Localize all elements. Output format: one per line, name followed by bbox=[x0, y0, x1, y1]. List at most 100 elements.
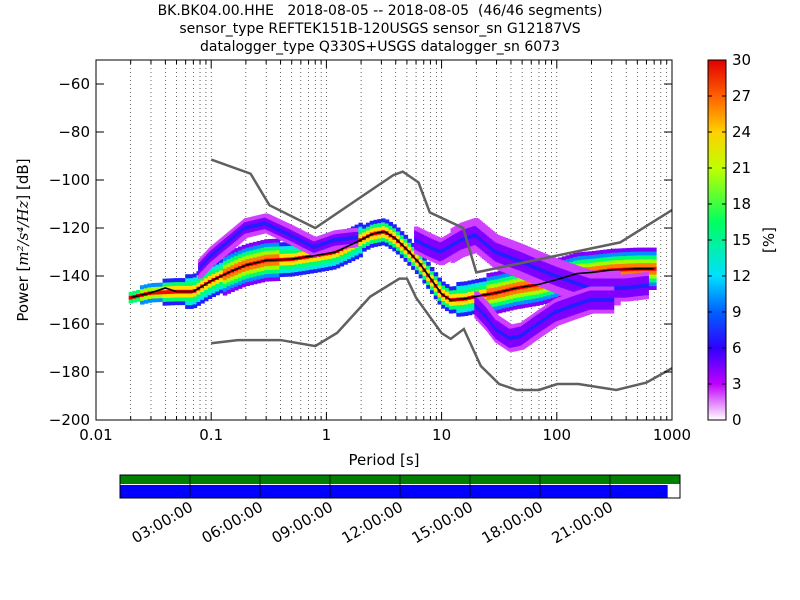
density-cell bbox=[203, 274, 209, 279]
density-cell bbox=[618, 263, 623, 268]
density-cell bbox=[531, 302, 537, 307]
density-cell bbox=[591, 258, 597, 263]
density-cell bbox=[294, 260, 299, 265]
colorbar-tick-label: 6 bbox=[732, 339, 742, 357]
density-cell bbox=[215, 283, 220, 288]
density-cell bbox=[616, 301, 621, 306]
density-cell bbox=[347, 255, 352, 260]
density-cell bbox=[234, 278, 239, 283]
density-cell bbox=[609, 294, 615, 299]
density-cell bbox=[222, 287, 228, 292]
density-cell bbox=[219, 285, 224, 290]
density-cell bbox=[279, 250, 284, 255]
density-cell bbox=[241, 271, 247, 276]
noise-model-low bbox=[211, 277, 672, 392]
density-cell bbox=[633, 251, 638, 256]
density-cell bbox=[407, 257, 412, 262]
density-cell bbox=[652, 259, 657, 264]
density-cell bbox=[241, 283, 247, 288]
colorbar-tick-label: 24 bbox=[732, 123, 751, 141]
density-cell bbox=[275, 273, 281, 278]
colorbar-ticks: 0 3 6 9 12 15 18 21 24 27 30 bbox=[708, 51, 751, 429]
density-cell bbox=[618, 256, 623, 261]
density-cell bbox=[490, 283, 495, 288]
timeline-tick-label: 18:00:00 bbox=[479, 498, 546, 547]
density-cell bbox=[490, 299, 495, 304]
density-cell bbox=[616, 270, 621, 275]
density-cell bbox=[407, 238, 412, 243]
x-tick-label: 1 bbox=[322, 426, 332, 444]
density-cell bbox=[565, 255, 571, 260]
density-cell bbox=[166, 286, 171, 291]
density-cell bbox=[286, 265, 292, 270]
density-cell bbox=[478, 289, 484, 294]
density-cell bbox=[516, 304, 522, 309]
density-cell bbox=[625, 271, 631, 276]
density-cell bbox=[599, 261, 604, 266]
density-cell bbox=[426, 269, 431, 274]
density-cell bbox=[595, 265, 601, 270]
density-cell bbox=[399, 234, 405, 239]
density-cell bbox=[610, 252, 616, 257]
density-cell bbox=[399, 254, 405, 259]
density-cell bbox=[527, 299, 533, 304]
density-cell bbox=[486, 288, 491, 293]
density-cell bbox=[652, 278, 657, 283]
density-cell bbox=[301, 251, 307, 256]
density-cell bbox=[407, 261, 412, 266]
density-cell bbox=[245, 282, 250, 287]
density-cell bbox=[260, 270, 265, 275]
density-cell bbox=[403, 242, 409, 247]
density-cell bbox=[252, 272, 258, 277]
density-cell bbox=[629, 263, 635, 268]
density-cell bbox=[219, 262, 224, 267]
density-cell bbox=[147, 283, 153, 288]
density-cell bbox=[249, 246, 254, 251]
density-cell bbox=[200, 295, 205, 300]
density-cell bbox=[170, 282, 175, 287]
density-cell bbox=[580, 259, 586, 264]
density-cell bbox=[441, 296, 446, 301]
density-cell bbox=[644, 272, 649, 277]
density-cell bbox=[535, 294, 540, 299]
chart-title-line-1: BK.BK04.00.HHE 2018-08-05 -- 2018-08-05 … bbox=[157, 3, 603, 19]
density-cell bbox=[358, 226, 363, 231]
density-cell bbox=[215, 279, 220, 284]
density-cell bbox=[226, 259, 232, 264]
density-cell bbox=[275, 254, 281, 259]
density-cell bbox=[486, 273, 491, 278]
density-cell bbox=[252, 241, 258, 246]
density-cell bbox=[490, 272, 495, 277]
density-cell bbox=[200, 280, 205, 285]
density-cell bbox=[493, 283, 499, 288]
density-cell bbox=[347, 251, 352, 256]
density-cell bbox=[463, 285, 469, 290]
density-cell bbox=[290, 272, 296, 277]
density-cell bbox=[509, 302, 514, 307]
density-cell bbox=[358, 241, 363, 246]
density-cell bbox=[509, 275, 514, 280]
density-cell bbox=[200, 299, 205, 304]
density-cell bbox=[188, 278, 194, 283]
y-axis-label-prefix: Power [ bbox=[14, 266, 32, 322]
density-cell bbox=[467, 280, 473, 285]
density-cell bbox=[637, 247, 642, 252]
density-cell bbox=[245, 274, 250, 279]
density-cell bbox=[151, 283, 156, 288]
density-cell bbox=[268, 273, 273, 278]
density-cell bbox=[505, 272, 510, 277]
density-cell bbox=[652, 274, 657, 279]
density-cell bbox=[181, 285, 186, 290]
density-cell bbox=[467, 299, 473, 304]
x-tick-label: 0.01 bbox=[79, 426, 112, 444]
density-cell bbox=[237, 269, 243, 274]
density-cell bbox=[448, 286, 454, 291]
density-cell bbox=[644, 247, 650, 252]
density-cell bbox=[456, 293, 461, 298]
density-cell bbox=[320, 259, 326, 264]
density-cell bbox=[234, 248, 239, 253]
density-cell bbox=[241, 260, 247, 265]
density-cell bbox=[463, 308, 469, 313]
density-cell bbox=[644, 287, 649, 292]
density-cell bbox=[497, 278, 503, 283]
